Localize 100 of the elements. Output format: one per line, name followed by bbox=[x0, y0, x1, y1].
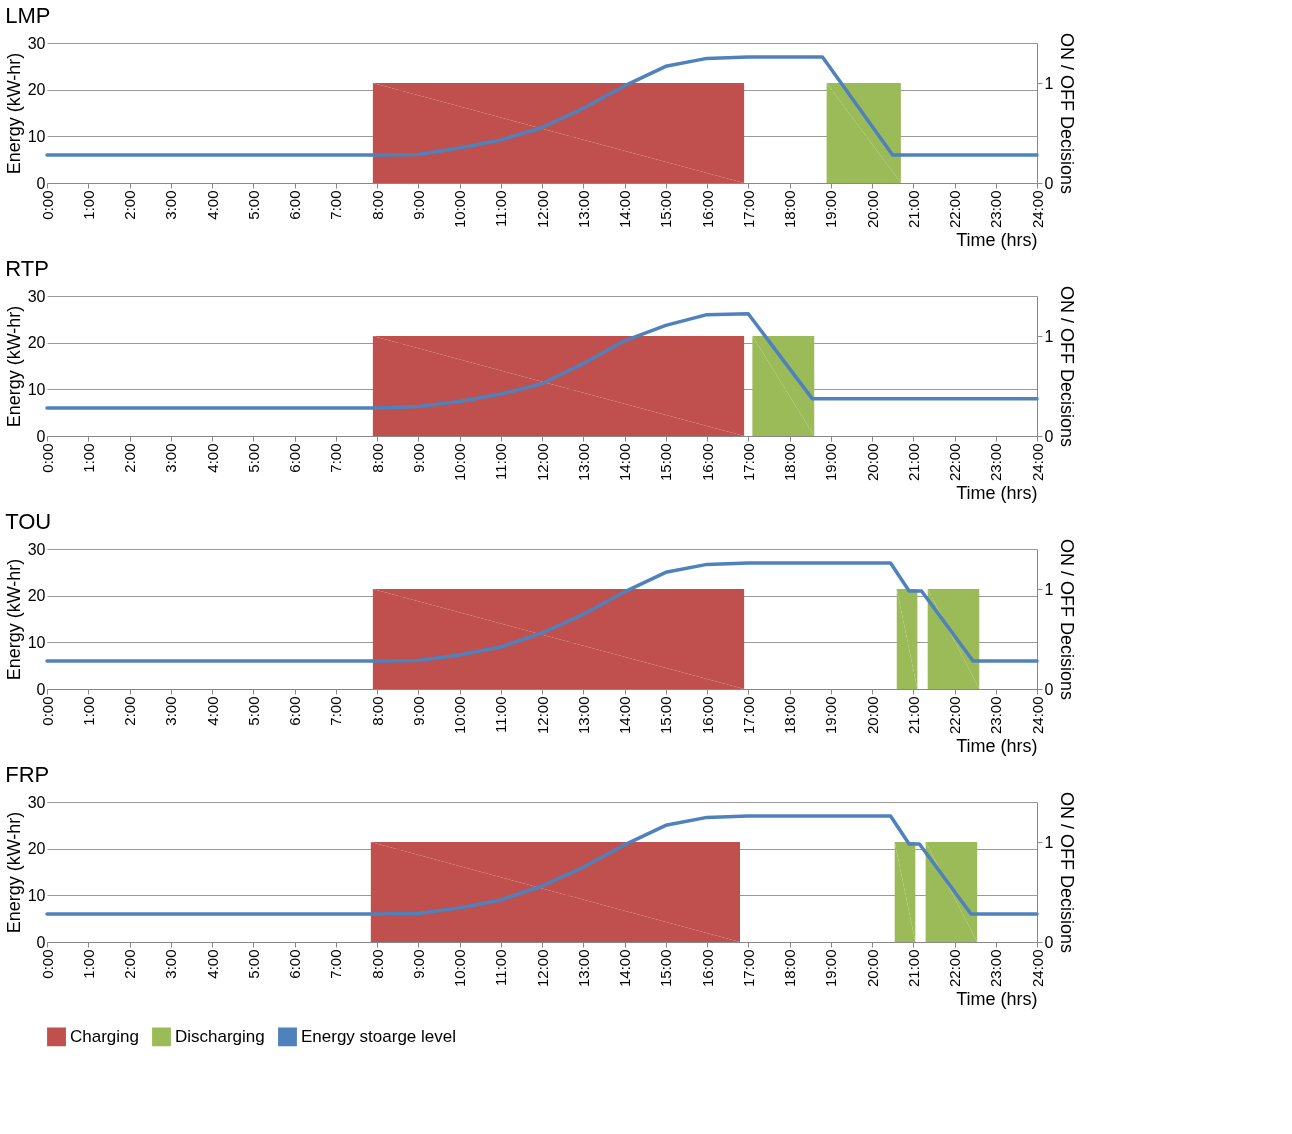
x-tick-label: 19:00 bbox=[822, 949, 840, 988]
x-tick-label: 0:00 bbox=[38, 190, 56, 220]
x-tick-label: 8:00 bbox=[368, 190, 386, 220]
x-tick-label: 18:00 bbox=[781, 443, 798, 482]
x-tick-label: 6:00 bbox=[286, 949, 303, 979]
y-tick-label: 0 bbox=[36, 427, 46, 445]
x-tick-label: 16:00 bbox=[698, 949, 716, 988]
x-tick-label: 4:00 bbox=[203, 443, 221, 473]
y-tick-label: 0 bbox=[36, 680, 46, 698]
x-tick-label: 10:00 bbox=[451, 190, 468, 229]
x-tick-label: 17:00 bbox=[739, 443, 757, 482]
x-tick-label: 6:00 bbox=[286, 190, 303, 220]
x-tick-label: 20:00 bbox=[863, 949, 881, 988]
line-series bbox=[45, 55, 1039, 157]
line-series bbox=[45, 311, 1039, 410]
x-tick-label: 15:00 bbox=[657, 190, 675, 229]
x-tick-label: 9:00 bbox=[409, 696, 427, 726]
x-tick-label: 5:00 bbox=[244, 696, 262, 726]
x-tick-label: 22:00 bbox=[946, 190, 963, 229]
x-tick-label: 2:00 bbox=[121, 949, 138, 979]
x-tick-label: 7:00 bbox=[327, 190, 345, 220]
x-tick-label: 18:00 bbox=[781, 949, 798, 988]
x-axis-title: Time (hrs) bbox=[956, 230, 1038, 251]
x-tick-label: 1:00 bbox=[79, 696, 97, 726]
chart-title: FRP bbox=[5, 762, 50, 788]
x-tick-label: 16:00 bbox=[698, 443, 716, 482]
x-tick-label: 17:00 bbox=[739, 696, 757, 735]
y2-tick-label: 0 bbox=[1044, 427, 1054, 445]
x-tick-label: 3:00 bbox=[162, 949, 180, 979]
x-tick-label: 3:00 bbox=[162, 190, 180, 220]
x-tick-label: 15:00 bbox=[657, 949, 675, 988]
x-tick-label: 12:00 bbox=[533, 696, 551, 735]
x-tick-label: 11:00 bbox=[492, 443, 510, 480]
x-tick-label: 12:00 bbox=[533, 190, 551, 229]
y-tick-label: 10 bbox=[27, 127, 46, 145]
x-tick-label: 17:00 bbox=[739, 949, 757, 988]
y2-axis-title: ON / OFF Decisions bbox=[1057, 285, 1078, 448]
y-axis-title: Energy (kW-hr) bbox=[3, 811, 24, 934]
x-tick-label: 23:00 bbox=[987, 949, 1005, 988]
x-tick-label: 9:00 bbox=[409, 443, 427, 473]
y-tick-label: 20 bbox=[27, 840, 46, 858]
x-tick-label: 4:00 bbox=[203, 949, 221, 979]
x-tick-label: 2:00 bbox=[121, 696, 138, 726]
x-tick-label: 9:00 bbox=[409, 949, 427, 979]
x-tick-label: 0:00 bbox=[38, 443, 56, 473]
x-axis-title: Time (hrs) bbox=[956, 989, 1038, 1010]
x-tick-label: 23:00 bbox=[987, 190, 1005, 229]
x-tick-label: 14:00 bbox=[616, 190, 633, 229]
x-tick-label: 22:00 bbox=[946, 696, 963, 735]
x-tick-label: 4:00 bbox=[203, 190, 221, 220]
y-tick-label: 30 bbox=[27, 34, 46, 52]
x-tick-label: 1:00 bbox=[79, 190, 97, 220]
x-axis-title: Time (hrs) bbox=[956, 483, 1038, 504]
x-tick-label: 8:00 bbox=[368, 949, 386, 979]
line-series bbox=[45, 561, 1039, 663]
x-tick-label: 10:00 bbox=[451, 696, 468, 735]
x-axis-title: Time (hrs) bbox=[956, 736, 1038, 757]
x-tick-label: 3:00 bbox=[162, 696, 180, 726]
x-tick-label: 14:00 bbox=[616, 696, 633, 735]
line-series bbox=[45, 814, 1039, 916]
y2-tick-label: 1 bbox=[1044, 327, 1054, 345]
x-tick-label: 7:00 bbox=[327, 443, 345, 473]
x-tick-label: 11:00 bbox=[492, 949, 510, 986]
y-axis-title: Energy (kW-hr) bbox=[3, 52, 24, 175]
x-tick-label: 10:00 bbox=[451, 949, 468, 988]
x-tick-label: 15:00 bbox=[657, 696, 675, 735]
y2-axis-title: ON / OFF Decisions bbox=[1057, 32, 1078, 195]
y-tick-label: 10 bbox=[27, 886, 46, 904]
legend-label: Energy stoarge level bbox=[301, 1026, 456, 1046]
legend-label: Charging bbox=[70, 1026, 139, 1046]
y-tick-label: 20 bbox=[27, 81, 46, 99]
x-tick-label: 23:00 bbox=[987, 443, 1005, 482]
y-tick-label: 0 bbox=[36, 174, 46, 192]
y2-axis-title: ON / OFF Decisions bbox=[1057, 791, 1078, 954]
x-tick-label: 8:00 bbox=[368, 696, 386, 726]
x-tick-label: 5:00 bbox=[244, 190, 262, 220]
x-tick-label: 12:00 bbox=[533, 443, 551, 482]
x-tick-label: 20:00 bbox=[863, 696, 881, 735]
x-tick-label: 20:00 bbox=[863, 190, 881, 229]
x-tick-label: 6:00 bbox=[286, 696, 303, 726]
x-tick-label: 17:00 bbox=[739, 190, 757, 229]
y2-axis-title: ON / OFF Decisions bbox=[1057, 538, 1078, 701]
y2-tick-label: 1 bbox=[1044, 833, 1054, 851]
y-tick-label: 10 bbox=[27, 633, 46, 651]
x-tick-label: 12:00 bbox=[533, 949, 551, 988]
x-tick-label: 6:00 bbox=[286, 443, 303, 473]
chart-title: LMP bbox=[5, 3, 51, 29]
x-tick-label: 10:00 bbox=[451, 443, 468, 482]
y-tick-label: 20 bbox=[27, 587, 46, 605]
chart-title: TOU bbox=[5, 509, 52, 535]
y-tick-label: 0 bbox=[36, 933, 46, 951]
x-tick-label: 20:00 bbox=[863, 443, 881, 482]
y2-tick-label: 1 bbox=[1044, 580, 1054, 598]
y-tick-label: 10 bbox=[27, 380, 46, 398]
x-tick-label: 5:00 bbox=[244, 949, 262, 979]
x-tick-label: 24:00 bbox=[1028, 696, 1046, 735]
legend-label: Discharging bbox=[175, 1026, 265, 1046]
x-tick-label: 22:00 bbox=[946, 949, 963, 988]
y-tick-label: 30 bbox=[27, 540, 46, 558]
y-tick-label: 30 bbox=[27, 793, 46, 811]
